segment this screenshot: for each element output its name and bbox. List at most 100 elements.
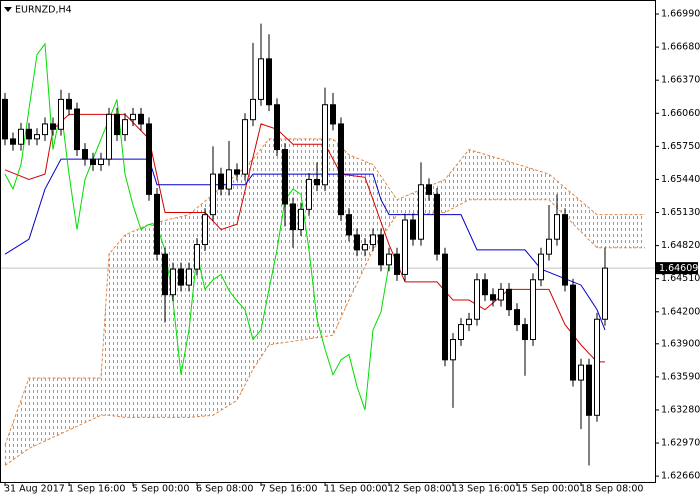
candle-body [530, 279, 536, 341]
x-tick-label: 1 Sep 16:00 [68, 484, 125, 495]
candle-body [298, 208, 304, 231]
y-tick-label: 1.65130 [661, 207, 700, 218]
candle-body [522, 324, 528, 341]
candle-body [402, 219, 408, 275]
candle-body [74, 108, 80, 151]
y-tick-label: 1.66370 [661, 75, 700, 86]
plot-layer [1, 23, 655, 466]
candle-body [466, 318, 472, 326]
candle-body [410, 219, 416, 240]
candle-body [226, 169, 232, 190]
candle-body [178, 268, 184, 286]
candle-body [162, 253, 168, 296]
candle-body [170, 268, 176, 296]
title-marker [4, 7, 12, 12]
candle-body [258, 58, 264, 100]
indicator-line [4, 158, 606, 331]
candle-body [98, 158, 104, 165]
y-tick-label: 1.66680 [661, 42, 700, 53]
candle-body [18, 128, 24, 145]
x-tick-label: 12 Sep 08:00 [388, 484, 451, 495]
y-tick-label: 1.64820 [661, 240, 700, 251]
candle-body [234, 169, 240, 175]
candle-body [194, 244, 200, 270]
candle-body [122, 119, 128, 136]
candle-body [10, 138, 16, 145]
x-tick-label: 18 Sep 08:00 [580, 484, 643, 495]
chart-title: EURNZD,H4 [15, 5, 72, 16]
candle-body [330, 104, 336, 125]
candle-body [138, 113, 144, 125]
candle-body [250, 98, 256, 121]
candle-body [290, 203, 296, 231]
candle-body [370, 234, 376, 246]
candle-body [474, 279, 480, 320]
current-price-label: 1.64609 [659, 263, 698, 274]
candle-body [394, 253, 400, 275]
x-tick-label: 15 Sep 00:00 [516, 484, 579, 495]
candle-body [434, 193, 440, 255]
candle-body [266, 58, 272, 106]
y-tick-label: 1.62660 [661, 471, 700, 482]
y-tick-label: 1.64200 [661, 306, 700, 317]
x-tick-label: 7 Sep 16:00 [260, 484, 317, 495]
candle-body [66, 98, 72, 110]
candle-body [282, 149, 288, 205]
candle-body [58, 98, 64, 130]
candle-body [114, 113, 120, 136]
candle-body [570, 284, 576, 381]
candle-body [2, 98, 8, 140]
candle-body [34, 134, 40, 140]
y-tick-label: 1.63590 [661, 371, 700, 382]
y-tick-label: 1.63280 [661, 404, 700, 415]
candle-body [82, 149, 88, 160]
candle-body [186, 268, 192, 286]
candle-body [586, 364, 592, 416]
candle-body [146, 123, 152, 195]
candle-body [490, 294, 496, 301]
candle-body [578, 364, 584, 381]
candle-body [562, 214, 568, 286]
candle-body [338, 123, 344, 216]
candle-body [274, 104, 280, 151]
candle-body [442, 253, 448, 361]
candle-body [378, 234, 384, 266]
cloud-edge [4, 138, 645, 446]
candle-body [498, 288, 504, 301]
candle-body [546, 238, 552, 255]
candle-body [426, 184, 432, 195]
candle-body [202, 214, 208, 246]
candle-body [210, 173, 216, 216]
y-tick-label: 1.65750 [661, 141, 700, 152]
y-tick-label: 1.66990 [661, 9, 700, 20]
candle-body [418, 184, 424, 240]
y-tick-label: 1.65440 [661, 174, 700, 185]
y-tick-label: 1.64510 [661, 273, 700, 284]
candle-body [594, 318, 600, 416]
plot-frame [0, 0, 656, 483]
candle-body [538, 253, 544, 281]
candle-body [306, 178, 312, 210]
x-tick-label: 31 Aug 2017 [4, 484, 65, 495]
x-tick-label: 5 Sep 00:00 [132, 484, 189, 495]
x-tick-label: 11 Sep 00:00 [324, 484, 387, 495]
candle-body [386, 253, 392, 266]
candle-body [602, 267, 608, 320]
candle-body [50, 123, 56, 130]
candle-body [218, 173, 224, 190]
candle-body [90, 158, 96, 165]
candle-body [362, 244, 368, 251]
candle-body [514, 309, 520, 326]
y-tick-label: 1.62970 [661, 438, 700, 449]
candle-body [242, 119, 248, 175]
candle-body [130, 113, 136, 121]
candle-body [314, 178, 320, 186]
candle-body [458, 324, 464, 341]
candle-body [154, 193, 160, 255]
y-tick-label: 1.66060 [661, 108, 700, 119]
candle-body [482, 279, 488, 296]
candle-body [106, 113, 112, 160]
candle-body [346, 214, 352, 236]
candle-body [506, 288, 512, 311]
